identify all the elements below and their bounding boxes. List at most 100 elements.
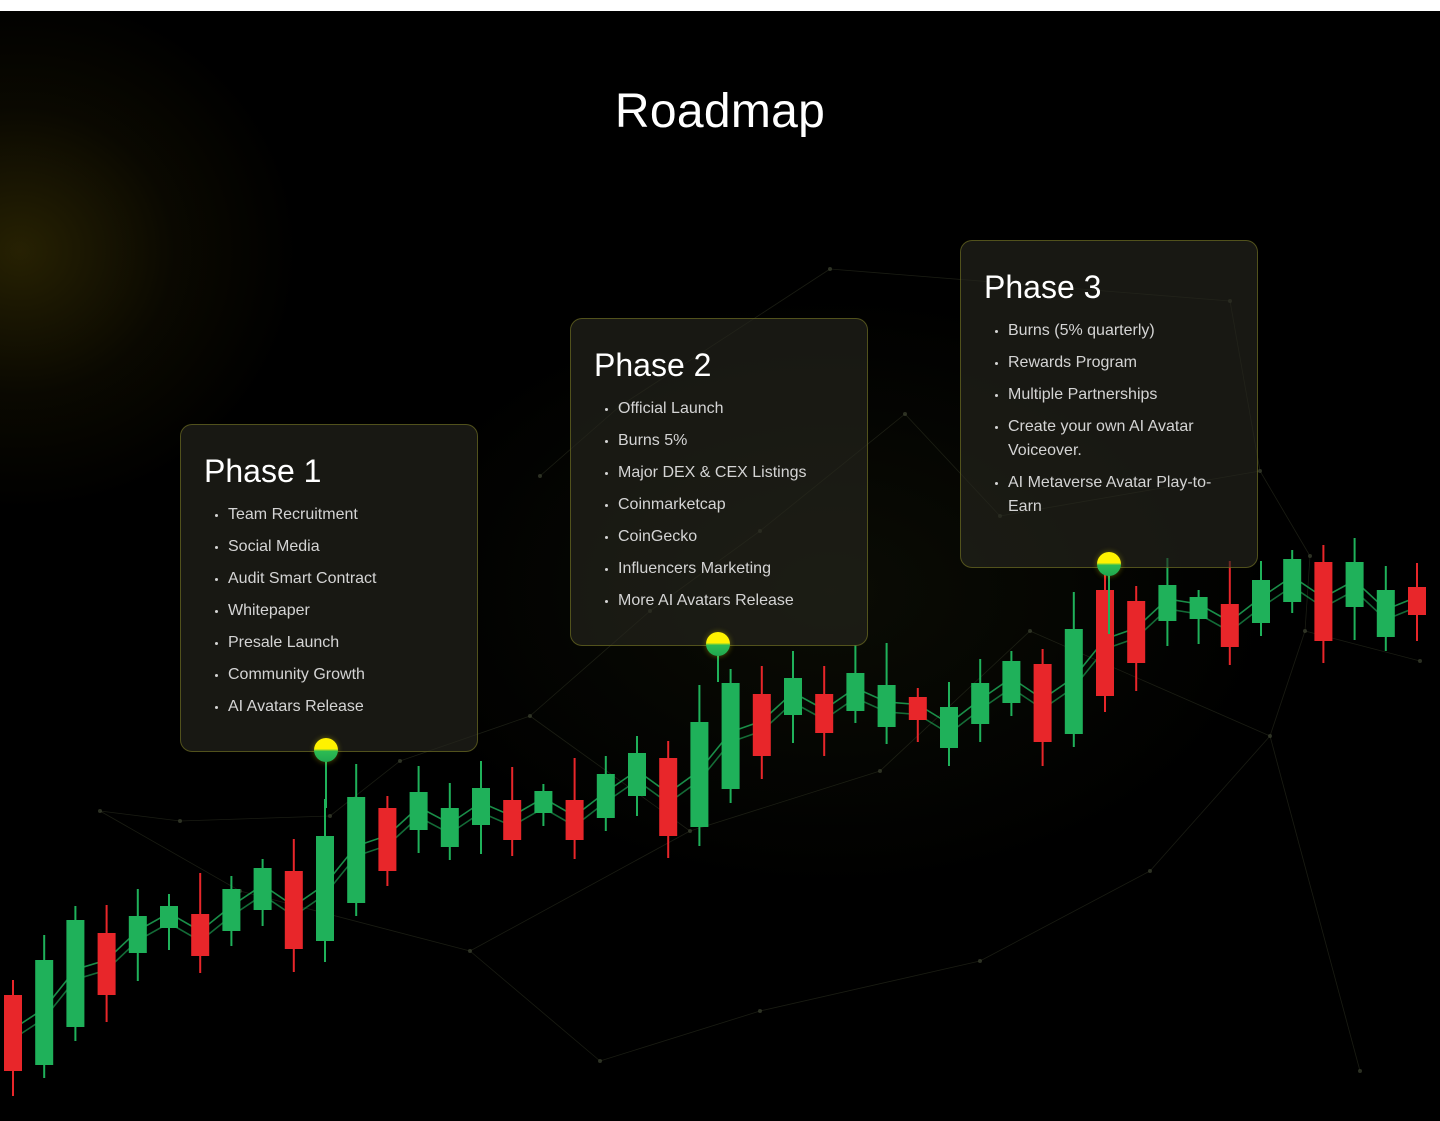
network-node	[178, 819, 182, 823]
phase-2-list: Official Launch Burns 5% Major DEX & CEX…	[594, 397, 845, 613]
candle-bullish	[440, 808, 459, 847]
candle-bearish	[1220, 604, 1239, 647]
phase-2-title: Phase 2	[594, 347, 712, 383]
network-node	[468, 949, 472, 953]
candle-bullish	[1252, 580, 1270, 623]
phase-2-item: Burns 5%	[605, 429, 845, 453]
phase-3-card: Phase 3 Burns (5% quarterly) Rewards Pro…	[960, 240, 1258, 568]
phase-3-item: Rewards Program	[995, 351, 1235, 375]
candle-bullish	[222, 889, 241, 931]
phase-2-item: Influencers Marketing	[605, 557, 845, 581]
network-line	[689, 770, 881, 832]
network-line	[99, 810, 241, 892]
candle-bullish	[784, 678, 802, 715]
candle-bullish	[253, 868, 272, 910]
candle-bullish	[409, 792, 428, 830]
candle-bearish	[284, 871, 303, 949]
network-node	[758, 1009, 762, 1013]
candlestick-chart	[4, 538, 1426, 1096]
candle-bullish	[940, 707, 958, 748]
candle-bullish	[877, 685, 896, 727]
network-node	[1268, 734, 1272, 738]
candle-bearish	[191, 914, 210, 956]
candle-bullish	[66, 920, 85, 1027]
network-node	[1303, 629, 1307, 633]
phase-3-title: Phase 3	[984, 269, 1102, 305]
phase-1-item: Community Growth	[215, 663, 455, 687]
candle-bearish	[908, 697, 927, 720]
network-line	[329, 760, 401, 817]
candle-bullish	[347, 797, 366, 903]
section-title: Roadmap	[614, 85, 826, 138]
candle-bullish	[1376, 590, 1395, 637]
candle-bullish	[316, 836, 334, 941]
network-node	[538, 474, 542, 478]
phase-2-item: Major DEX & CEX Listings	[605, 461, 845, 485]
phase-2-item: More AI Avatars Release	[605, 589, 845, 613]
network-node	[903, 412, 907, 416]
network-node	[528, 714, 532, 718]
network-line	[179, 815, 331, 822]
candle-bearish	[1408, 587, 1426, 615]
candle-bullish	[971, 683, 990, 724]
phase-1-item: Social Media	[215, 535, 455, 559]
candle-bearish	[815, 694, 834, 733]
trend-line-upper	[12, 575, 1418, 1030]
candle-bearish	[565, 800, 584, 840]
phase-3-item: AI Metaverse Avatar Play-to-Earn	[995, 471, 1235, 519]
candle-bullish	[160, 906, 178, 928]
network-node	[1358, 1069, 1362, 1073]
network-line	[1149, 735, 1271, 872]
candle-bearish	[1127, 601, 1146, 663]
network-node	[1258, 469, 1262, 473]
phase-1-item: Whitepaper	[215, 599, 455, 623]
candle-bullish	[472, 788, 490, 825]
candle-bearish	[659, 758, 678, 836]
network-line	[469, 950, 601, 1062]
phase-1-list: Team Recruitment Social Media Audit Smar…	[204, 503, 455, 719]
network-line	[979, 870, 1151, 962]
network-node	[1308, 554, 1312, 558]
candle-bearish	[752, 694, 771, 756]
network-line	[599, 1010, 761, 1062]
network-node	[598, 1059, 602, 1063]
phase-2-card: Phase 2 Official Launch Burns 5% Major D…	[570, 318, 868, 646]
candle-bullish	[1064, 629, 1083, 734]
candle-bullish	[596, 774, 615, 818]
network-node	[1148, 869, 1152, 873]
network-line	[1269, 735, 1361, 1072]
phase-2-item: CoinGecko	[605, 525, 845, 549]
candle-bullish	[128, 916, 147, 953]
network-line	[879, 630, 1031, 772]
candle-bullish	[1345, 562, 1364, 607]
phase-3-item: Create your own AI Avatar Voiceover.	[995, 415, 1235, 463]
network-line	[239, 890, 471, 952]
network-node	[1028, 629, 1032, 633]
candle-bullish	[628, 753, 646, 796]
phase-2-item: Coinmarketcap	[605, 493, 845, 517]
phase-1-marker-stem	[325, 758, 327, 808]
phase-2-item: Official Launch	[605, 397, 845, 421]
network-line	[1259, 470, 1311, 557]
trend-line-lower	[12, 585, 1418, 1040]
candle-bearish	[378, 808, 397, 871]
candle-bullish	[690, 722, 709, 827]
candle-bullish	[35, 960, 54, 1065]
phase-3-marker-icon	[1097, 552, 1121, 576]
phase-1-title: Phase 1	[204, 453, 322, 489]
candle-bearish	[97, 933, 116, 995]
phase-3-item: Burns (5% quarterly)	[995, 319, 1235, 343]
network-node	[328, 814, 332, 818]
phase-1-item: Presale Launch	[215, 631, 455, 655]
candle-bullish	[1189, 597, 1208, 619]
phase-1-item: Audit Smart Contract	[215, 567, 455, 591]
phase-3-marker-stem	[1108, 574, 1110, 634]
phase-3-list: Burns (5% quarterly) Rewards Program Mul…	[984, 319, 1235, 519]
candle-bearish	[1096, 590, 1114, 696]
phase-1-item: Team Recruitment	[215, 503, 455, 527]
candle-bullish	[1158, 585, 1177, 621]
candle-bullish	[721, 683, 740, 789]
network-line	[1269, 630, 1306, 737]
candle-bearish	[1314, 562, 1333, 641]
network-node	[398, 759, 402, 763]
